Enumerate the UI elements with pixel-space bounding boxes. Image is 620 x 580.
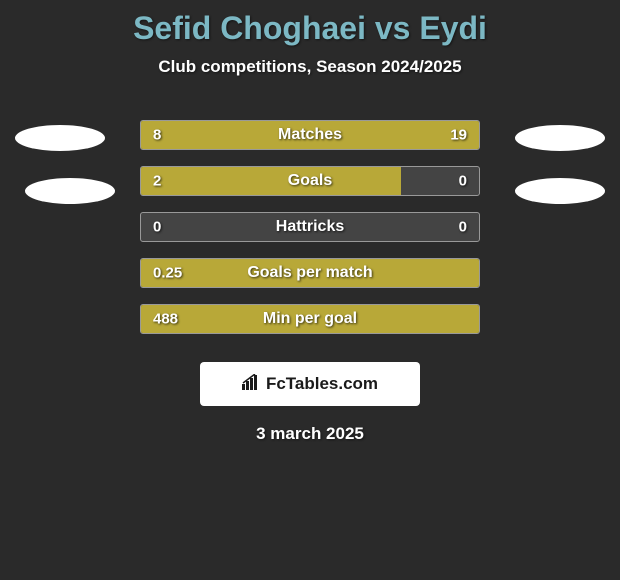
bar-container: Matches 8 19 [140, 120, 480, 150]
stat-label: Min per goal [263, 310, 357, 328]
stat-value-left: 488 [153, 311, 178, 328]
bar-container: Goals 2 0 [140, 166, 480, 196]
bar-container: Goals per match 0.25 [140, 258, 480, 288]
stat-label: Goals per match [247, 264, 372, 282]
chart-icon [242, 374, 262, 395]
stat-label: Hattricks [276, 218, 344, 236]
stat-label: Goals [288, 172, 332, 190]
page-title: Sefid Choghaei vs Eydi [0, 10, 620, 47]
bar-left [141, 167, 401, 195]
subtitle: Club competitions, Season 2024/2025 [0, 57, 620, 77]
fctables-logo-text: FcTables.com [242, 374, 378, 395]
stat-value-left: 0 [153, 219, 161, 236]
bar-container: Hattricks 0 0 [140, 212, 480, 242]
stat-row: Goals per match 0.25 [0, 250, 620, 296]
bar-right [241, 121, 479, 149]
date-text: 3 march 2025 [0, 424, 620, 444]
stat-value-right: 0 [459, 173, 467, 190]
stat-label: Matches [278, 126, 342, 144]
stats-area: Matches 8 19 Goals 2 0 Hattricks 0 0 Goals per ma… [0, 112, 620, 342]
logo-label: FcTables.com [266, 374, 378, 394]
stat-row: Matches 8 19 [0, 112, 620, 158]
stat-row: Min per goal 488 [0, 296, 620, 342]
main-container: Sefid Choghaei vs Eydi Club competitions… [0, 0, 620, 444]
stat-value-left: 2 [153, 173, 161, 190]
stat-row: Goals 2 0 [0, 158, 620, 204]
stat-value-right: 19 [450, 127, 467, 144]
stat-value-left: 0.25 [153, 265, 182, 282]
stat-value-right: 0 [459, 219, 467, 236]
bar-container: Min per goal 488 [140, 304, 480, 334]
stat-row: Hattricks 0 0 [0, 204, 620, 250]
stat-value-left: 8 [153, 127, 161, 144]
fctables-logo[interactable]: FcTables.com [200, 362, 420, 406]
